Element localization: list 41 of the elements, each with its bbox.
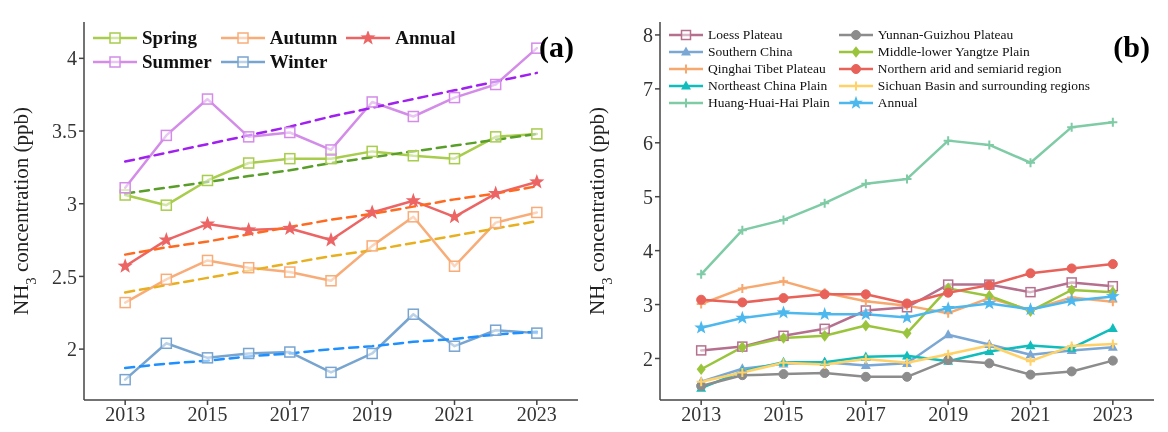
x-tick-label: 2013 xyxy=(105,403,146,426)
legend-label: Autumn xyxy=(269,26,338,50)
x-tick-label: 2017 xyxy=(845,403,886,426)
y-tick-label: 7 xyxy=(643,77,653,100)
annotation: (a) xyxy=(539,30,574,64)
x-tick-label: 2019 xyxy=(928,403,969,426)
y-tick-label: 4 xyxy=(643,239,653,262)
legend-label: Winter xyxy=(269,50,328,74)
x-tick-label: 2021 xyxy=(434,403,475,426)
legend-label: Loess Plateau xyxy=(708,26,783,43)
x-tick-label: 2015 xyxy=(187,403,228,426)
annotation: (b) xyxy=(1113,30,1150,64)
legend-label: Northern arid and semiarid region xyxy=(877,60,1062,77)
y-tick-label: 2 xyxy=(67,338,77,361)
y-tick-label: 2 xyxy=(643,347,653,370)
legend-label: Qinghai Tibet Plateau xyxy=(708,60,826,77)
legend-label: Northeast China Plain xyxy=(708,77,828,94)
legend-label: Summer xyxy=(142,50,212,74)
legend-label: Southern China xyxy=(708,43,793,60)
y-tick-label: 3.5 xyxy=(52,120,77,143)
y-tick-label: 5 xyxy=(643,185,653,208)
legend-label: Sichuan Basin and surrounding regions xyxy=(877,77,1091,94)
legend-label: Annual xyxy=(395,26,456,50)
x-tick-label: 2021 xyxy=(1010,403,1051,426)
y-tick-label: 3 xyxy=(643,293,653,316)
legend-label: Spring xyxy=(142,26,197,50)
legend-label: Yunnan-Guizhou Plateau xyxy=(877,26,1014,43)
y-tick-label: 6 xyxy=(643,131,653,154)
x-tick-label: 2017 xyxy=(269,403,310,426)
x-tick-label: 2013 xyxy=(681,403,722,426)
legend-label: Middle-lower Yangtze Plain xyxy=(877,43,1030,60)
x-tick-label: 2023 xyxy=(1092,403,1133,426)
y-tick-label: 8 xyxy=(643,24,653,47)
legend-label: Annual xyxy=(877,94,918,111)
x-tick-label: 2019 xyxy=(352,403,393,426)
y-tick-label: 3 xyxy=(67,192,77,215)
x-tick-label: 2015 xyxy=(763,403,804,426)
x-tick-label: 2023 xyxy=(516,403,557,426)
y-tick-label: 2.5 xyxy=(52,265,77,288)
legend-label: Huang-Huai-Hai Plain xyxy=(708,94,830,111)
y-tick-label: 4 xyxy=(67,47,77,70)
